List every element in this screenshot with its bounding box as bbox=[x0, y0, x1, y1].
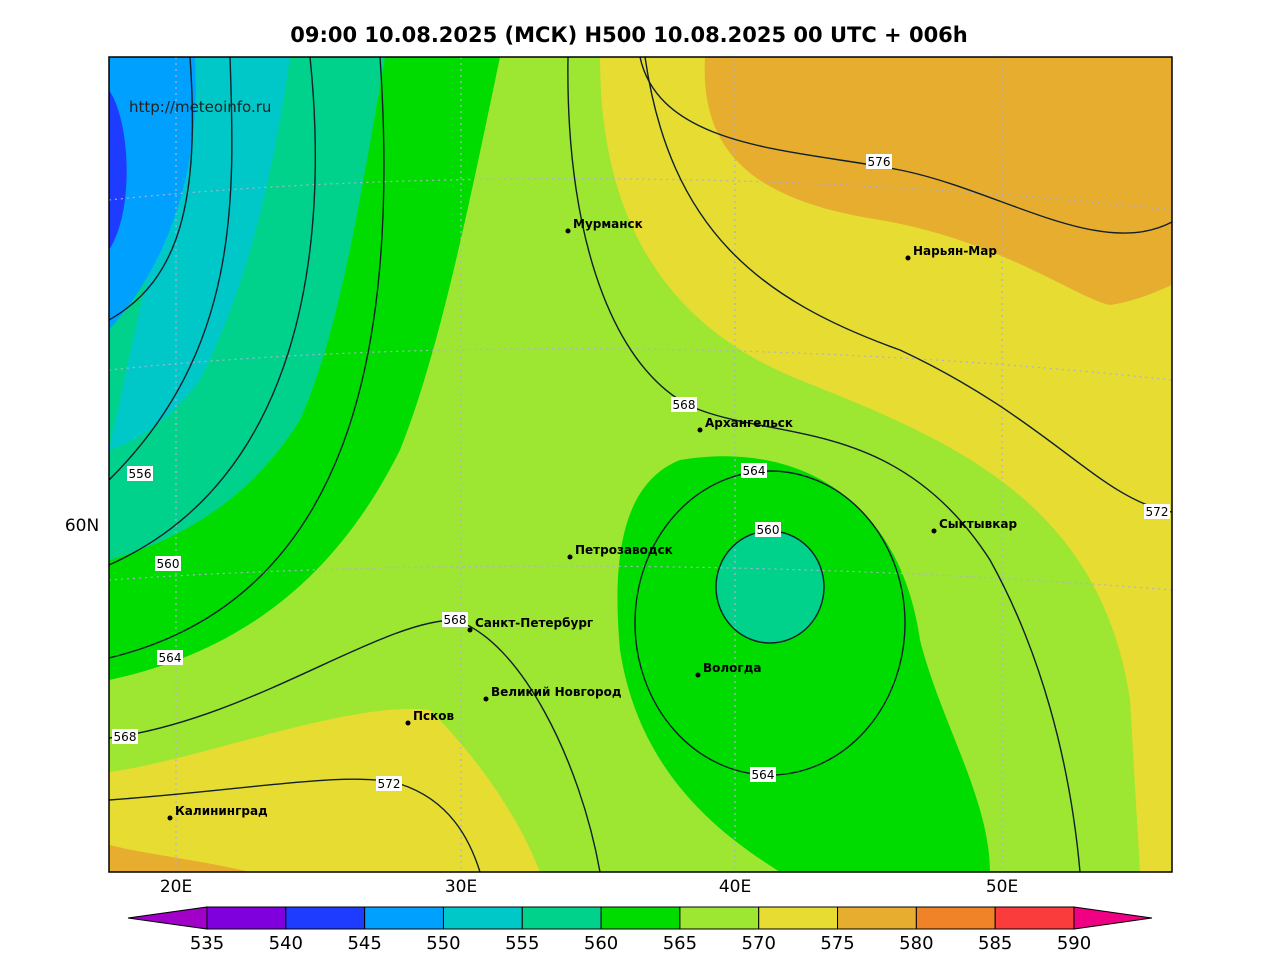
band-540 bbox=[109, 90, 127, 250]
city-dot bbox=[467, 627, 473, 633]
band-545 bbox=[109, 57, 196, 330]
colorbar-segment bbox=[442, 906, 523, 930]
contour-label: 568 bbox=[444, 613, 467, 627]
colorbar-segment bbox=[837, 906, 917, 930]
contour-label-bg bbox=[671, 397, 697, 412]
lat-label: 60N bbox=[65, 516, 99, 536]
contour-label: 560 bbox=[757, 523, 780, 537]
contour-label-bg bbox=[866, 154, 892, 169]
city-label: Сыктывкар bbox=[939, 517, 1017, 531]
city-dot bbox=[697, 427, 703, 433]
contour-label-bg bbox=[741, 463, 767, 478]
contour-label: 568 bbox=[114, 730, 137, 744]
contour bbox=[109, 57, 316, 566]
title: 09:00 10.08.2025 (МСК) H500 10.08.2025 0… bbox=[290, 23, 968, 47]
colorbar-segment bbox=[521, 906, 602, 930]
colorbar-label: 570 bbox=[742, 933, 776, 954]
contour-label-bg bbox=[376, 776, 402, 791]
colorbar-segment bbox=[915, 906, 996, 930]
city-label: Петрозаводск bbox=[575, 543, 673, 557]
contour-label-bg bbox=[112, 729, 138, 744]
city-label: Великий Новгород bbox=[491, 685, 622, 699]
city-dot bbox=[567, 554, 573, 560]
colorbar-label: 590 bbox=[1057, 933, 1091, 954]
colorbar-label: 565 bbox=[663, 933, 697, 954]
field bbox=[109, 57, 1172, 872]
contour-label-bg bbox=[127, 466, 153, 481]
colorbar-segment bbox=[994, 906, 1075, 930]
contour-label-bg bbox=[157, 650, 183, 665]
contour-label: 564 bbox=[159, 651, 182, 665]
contour bbox=[109, 57, 194, 321]
band-550 bbox=[109, 57, 290, 450]
contour-label: 556 bbox=[129, 467, 152, 481]
city-dot bbox=[695, 672, 701, 678]
map-frame bbox=[108, 56, 1173, 873]
contour-label: 572 bbox=[378, 777, 401, 791]
colorbar-label: 560 bbox=[584, 933, 618, 954]
colorbar-segment bbox=[600, 906, 681, 930]
band-570 bbox=[109, 708, 540, 872]
band-575 bbox=[704, 57, 1172, 305]
city-label: Псков bbox=[413, 709, 455, 723]
city-dot bbox=[931, 528, 937, 534]
contour-label: 568 bbox=[673, 398, 696, 412]
city-label: Санкт-Петербург bbox=[475, 616, 593, 630]
city-dot bbox=[405, 720, 411, 726]
colorbar-label: 550 bbox=[426, 933, 460, 954]
source-url: http://meteoinfo.ru bbox=[129, 98, 271, 116]
contour-label: 576 bbox=[868, 155, 891, 169]
colorbar-arrow-low bbox=[127, 906, 208, 930]
colorbar-segment bbox=[206, 906, 287, 930]
contour-label: 560 bbox=[157, 557, 180, 571]
contour-label: 572 bbox=[1146, 505, 1169, 519]
colorbar-label: 585 bbox=[978, 933, 1012, 954]
city-label: Калининград bbox=[175, 804, 268, 818]
colorbar-segment bbox=[285, 906, 366, 930]
city-label: Мурманск bbox=[573, 217, 643, 231]
lon-label: 40E bbox=[719, 877, 751, 897]
lon-label: 50E bbox=[986, 877, 1018, 897]
colorbar-label: 540 bbox=[269, 933, 303, 954]
contour-label-bg bbox=[155, 556, 181, 571]
contour-label: 564 bbox=[752, 768, 775, 782]
city-label: Архангельск bbox=[705, 416, 793, 430]
contour-label-bg bbox=[1144, 504, 1170, 519]
city-label: Вологда bbox=[703, 661, 761, 675]
contour bbox=[567, 57, 1081, 872]
band-555 bbox=[716, 531, 824, 643]
contour bbox=[109, 57, 385, 659]
contour-label-bg bbox=[442, 612, 468, 627]
overlay: Мурманск Нарьян-Мар Архангельск Сыктывкар Пе… bbox=[65, 154, 1170, 954]
colorbar-label: 555 bbox=[505, 933, 539, 954]
city-dot bbox=[167, 815, 173, 821]
colorbar-segment bbox=[364, 906, 444, 930]
city-dot bbox=[483, 696, 489, 702]
contour-label: 564 bbox=[743, 464, 766, 478]
lon-label: 30E bbox=[445, 877, 477, 897]
city-dot bbox=[905, 255, 911, 261]
band-575 bbox=[109, 845, 250, 872]
colorbar-segment bbox=[758, 906, 839, 930]
colorbar-label: 545 bbox=[347, 933, 381, 954]
city-dot bbox=[565, 228, 571, 234]
contour-label-bg bbox=[755, 522, 781, 537]
contour bbox=[109, 57, 233, 481]
colorbar-label: 535 bbox=[190, 933, 224, 954]
colorbar-segment bbox=[679, 906, 760, 930]
colorbar-arrow-high bbox=[1073, 906, 1153, 930]
lon-label: 20E bbox=[160, 877, 192, 897]
band-560 bbox=[617, 456, 990, 872]
contour bbox=[639, 57, 1172, 234]
contour bbox=[644, 57, 1172, 513]
contour-label-bg bbox=[750, 767, 776, 782]
colorbar-label: 575 bbox=[820, 933, 854, 954]
city-label: Нарьян-Мар bbox=[913, 244, 997, 258]
colorbar-label: 580 bbox=[899, 933, 933, 954]
